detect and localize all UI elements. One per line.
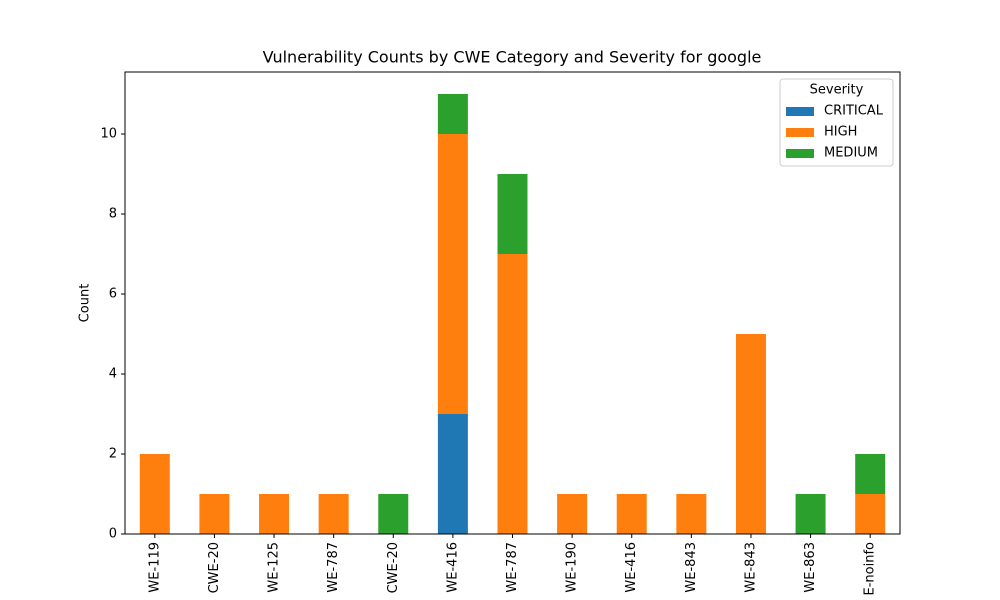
y-tick-label: 10 bbox=[100, 127, 117, 142]
y-tick-label: 4 bbox=[109, 367, 117, 382]
x-tick-label: WE-416 bbox=[445, 542, 460, 593]
plot-frame bbox=[124, 71, 901, 535]
bar-segment bbox=[437, 414, 468, 534]
x-tick-label: WE-843 bbox=[684, 542, 699, 593]
legend-label: CRITICAL bbox=[824, 104, 884, 119]
bar-segment bbox=[616, 494, 647, 534]
x-tick-label: WE-787 bbox=[505, 542, 520, 593]
x-tick-label: WE-843 bbox=[743, 542, 758, 593]
legend-swatch bbox=[786, 149, 814, 158]
bar-segment bbox=[497, 254, 528, 534]
y-axis-label: Count bbox=[78, 284, 93, 323]
bar-segment bbox=[676, 494, 707, 534]
x-tick-label: E-noinfo bbox=[863, 542, 878, 596]
bar-segment bbox=[557, 494, 588, 534]
x-tick-label: WE-787 bbox=[326, 542, 341, 593]
x-tick-label: WE-416 bbox=[624, 542, 639, 593]
y-tick-label: 0 bbox=[109, 527, 117, 542]
bar-segment bbox=[497, 174, 528, 254]
x-tick-label: WE-119 bbox=[147, 542, 162, 593]
bar-segment bbox=[259, 494, 290, 534]
bar-segment bbox=[199, 494, 230, 534]
chart-title: Vulnerability Counts by CWE Category and… bbox=[263, 48, 762, 67]
bar-segment bbox=[378, 494, 409, 534]
legend-swatch bbox=[786, 107, 814, 116]
x-tick-label: WE-125 bbox=[267, 542, 282, 593]
legend-label: MEDIUM bbox=[824, 146, 878, 161]
y-tick-label: 2 bbox=[109, 447, 117, 462]
y-tick-label: 8 bbox=[109, 207, 117, 222]
bar-segment bbox=[437, 94, 468, 134]
legend-swatch bbox=[786, 128, 814, 137]
y-tick-label: 6 bbox=[109, 287, 117, 302]
bar-segment bbox=[855, 454, 886, 494]
bar-segment bbox=[437, 134, 468, 414]
x-tick-label: CWE-20 bbox=[207, 542, 222, 593]
bar-segment bbox=[795, 494, 826, 534]
legend-title: Severity bbox=[810, 83, 864, 98]
bar-segment bbox=[735, 334, 766, 534]
legend-label: HIGH bbox=[824, 125, 857, 140]
bar-segment bbox=[139, 454, 170, 534]
legend-box bbox=[779, 78, 894, 167]
bar-segment bbox=[855, 494, 886, 534]
x-tick-label: WE-190 bbox=[565, 542, 580, 593]
x-tick-label: CWE-20 bbox=[386, 542, 401, 593]
x-tick-label: WE-863 bbox=[803, 542, 818, 593]
bar-segment bbox=[318, 494, 349, 534]
